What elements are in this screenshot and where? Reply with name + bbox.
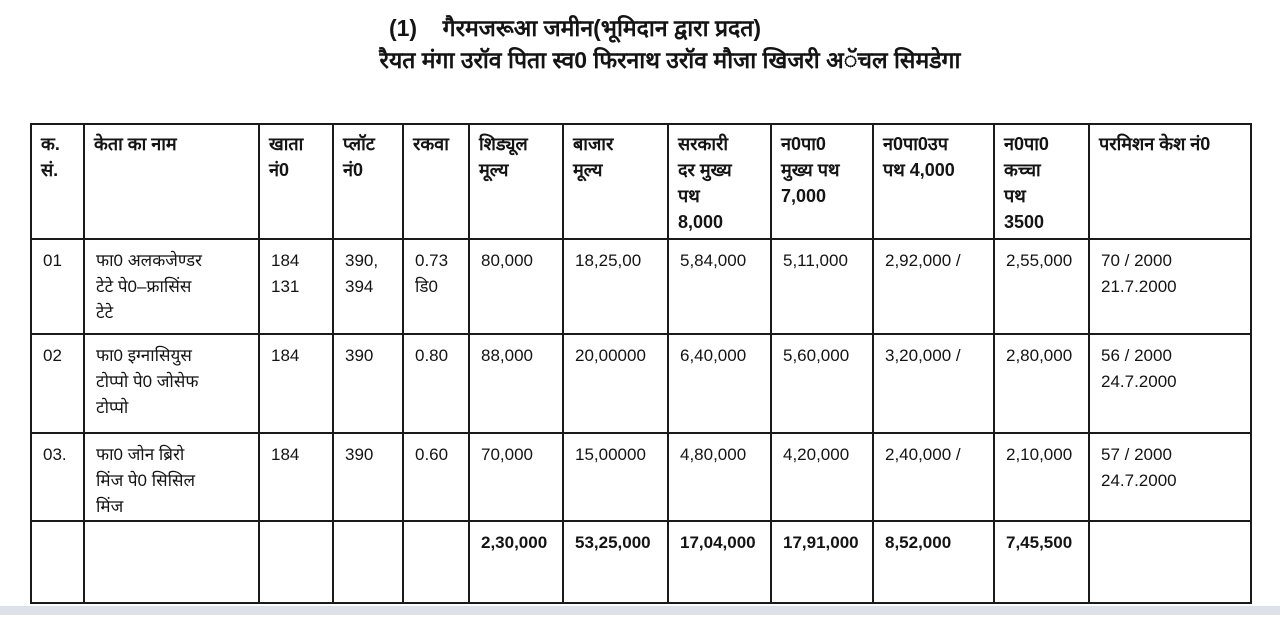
cell-serial: 03. [30, 432, 85, 522]
cell-napa-kachcha: 2,55,000 [993, 238, 1090, 335]
totals-row: 2,30,000 53,25,000 17,04,000 17,91,000 8… [30, 520, 1252, 604]
cell-serial: 01 [30, 238, 85, 335]
cell-buyer-name: फा0 अलकजेण्डर टेटे पे0–फ्रासिंस टेटे [83, 238, 260, 335]
cell-govt-rate: 6,40,000 [667, 333, 772, 434]
total-napa-sub: 8,52,000 [872, 520, 995, 604]
total-plot [332, 520, 404, 604]
header-buyer-name: केता का नाम [83, 123, 260, 240]
cell-napa-main: 4,20,000 [770, 432, 874, 522]
header-permission-case-number: परमिशन केश नं0 [1088, 123, 1252, 240]
cell-schedule-value: 80,000 [468, 238, 564, 335]
table-row: 01 फा0 अलकजेण्डर टेटे पे0–फ्रासिंस टेटे … [30, 238, 1252, 335]
cell-permission-case: 57 / 2000 24.7.2000 [1088, 432, 1252, 522]
cell-khata: 184 [258, 333, 334, 434]
cell-schedule-value: 70,000 [468, 432, 564, 522]
cell-serial: 02 [30, 333, 85, 434]
total-rakwa [402, 520, 470, 604]
cell-govt-rate: 4,80,000 [667, 432, 772, 522]
header-plot-number: प्लॉट नं0 [332, 123, 404, 240]
cell-napa-main: 5,60,000 [770, 333, 874, 434]
table-row: 02 फा0 इग्नासियुस टोप्पो पे0 जोसेफ टोप्प… [30, 333, 1252, 434]
header-napa-sub-path: न0पा0उप पथ 4,000 [872, 123, 995, 240]
cell-napa-sub: 3,20,000 / [872, 333, 995, 434]
cell-rakwa: 0.80 [402, 333, 470, 434]
cell-schedule-value: 88,000 [468, 333, 564, 434]
header-schedule-value: शिड्यूल मूल्य [468, 123, 564, 240]
page-subtitle: रैयत मंगा उरॉव पिता स्व0 फिरनाथ उरॉव मौज… [379, 47, 961, 73]
total-permission-case [1088, 520, 1252, 604]
cell-napa-sub: 2,92,000 / [872, 238, 995, 335]
total-schedule-value: 2,30,000 [468, 520, 564, 604]
header-khata-number: खाता नं0 [258, 123, 334, 240]
cell-market-value: 20,00000 [562, 333, 669, 434]
total-napa-main: 17,91,000 [770, 520, 874, 604]
cell-market-value: 15,00000 [562, 432, 669, 522]
cell-khata: 184 [258, 432, 334, 522]
cell-market-value: 18,25,00 [562, 238, 669, 335]
title-block: (1) गैरमजरूआ जमीन(भूमिदान द्वारा प्रदत) … [280, 12, 1060, 76]
land-records-table: क. सं. केता का नाम खाता नं0 प्लॉट नं0 रक… [30, 123, 1252, 604]
cell-napa-main: 5,11,000 [770, 238, 874, 335]
cell-plot: 390 [332, 333, 404, 434]
cell-permission-case: 70 / 2000 21.7.2000 [1088, 238, 1252, 335]
header-serial-number: क. सं. [30, 123, 85, 240]
table-header-row: क. सं. केता का नाम खाता नं0 प्लॉट नं0 रक… [30, 123, 1252, 240]
total-govt-rate: 17,04,000 [667, 520, 772, 604]
total-market-value: 53,25,000 [562, 520, 669, 604]
cell-napa-kachcha: 2,10,000 [993, 432, 1090, 522]
table-row: 03. फा0 जोन ब्रिरो मिंज पे0 सिसिल मिंज 1… [30, 432, 1252, 522]
cell-permission-case: 56 / 2000 24.7.2000 [1088, 333, 1252, 434]
header-govt-rate-main-path: सरकारी दर मुख्य पथ 8,000 [667, 123, 772, 240]
cell-plot: 390 [332, 432, 404, 522]
cell-buyer-name: फा0 इग्नासियुस टोप्पो पे0 जोसेफ टोप्पो [83, 333, 260, 434]
cell-govt-rate: 5,84,000 [667, 238, 772, 335]
page-title: (1) गैरमजरूआ जमीन(भूमिदान द्वारा प्रदत) [388, 15, 762, 41]
header-market-value: बाजार मूल्य [562, 123, 669, 240]
cell-rakwa: 0.73 डि0 [402, 238, 470, 335]
total-serial [30, 520, 85, 604]
cell-rakwa: 0.60 [402, 432, 470, 522]
cell-khata: 184 131 [258, 238, 334, 335]
total-khata [258, 520, 334, 604]
cell-napa-kachcha: 2,80,000 [993, 333, 1090, 434]
page-bottom-divider [0, 606, 1280, 615]
cell-plot: 390, 394 [332, 238, 404, 335]
total-buyer-name [83, 520, 260, 604]
header-rakwa: रकवा [402, 123, 470, 240]
header-napa-main-path: न0पा0 मुख्य पथ 7,000 [770, 123, 874, 240]
header-napa-kachcha-path: न0पा0 कच्चा पथ 3500 [993, 123, 1090, 240]
total-napa-kachcha: 7,45,500 [993, 520, 1090, 604]
cell-napa-sub: 2,40,000 / [872, 432, 995, 522]
cell-buyer-name: फा0 जोन ब्रिरो मिंज पे0 सिसिल मिंज [83, 432, 260, 522]
